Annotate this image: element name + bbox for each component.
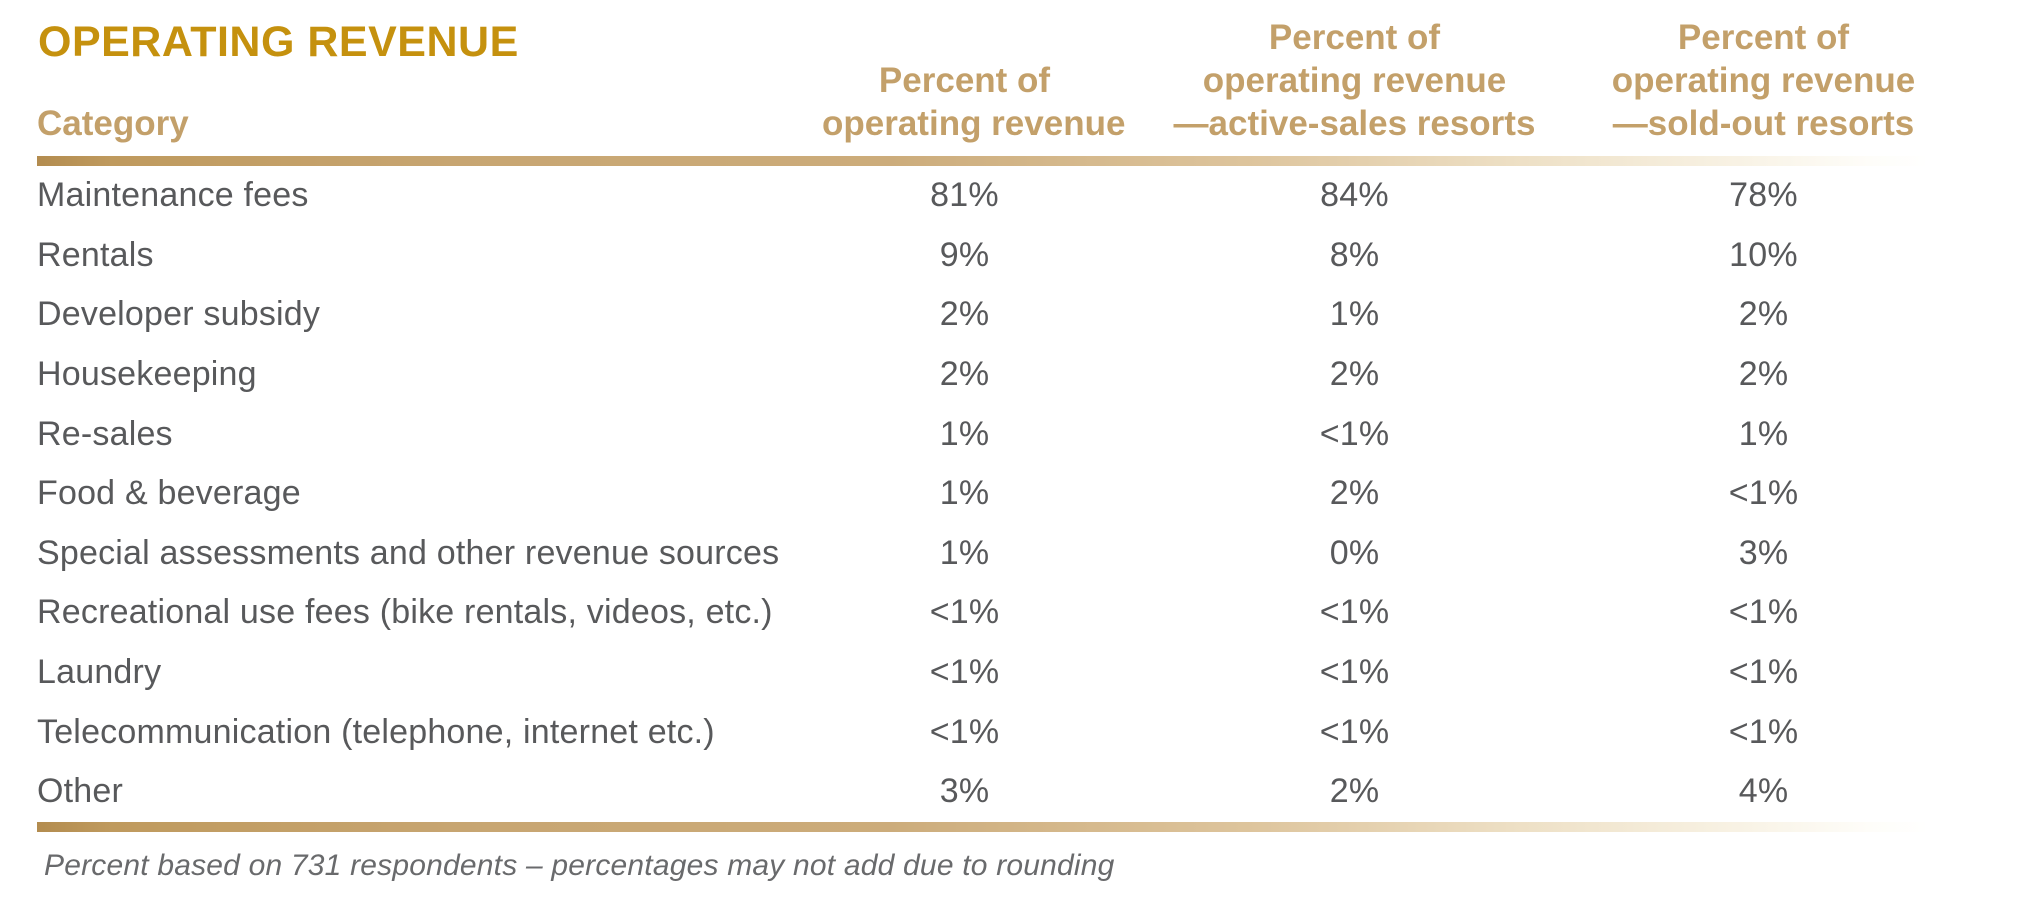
- value-cell: 10%: [1729, 235, 1798, 274]
- value-cell: <1%: [1728, 653, 1799, 692]
- table-row: Telecommunication (telephone, internet e…: [37, 702, 1925, 762]
- value-cell: <1%: [1728, 474, 1799, 513]
- category-header-label: Category: [37, 104, 189, 143]
- page-title: OPERATING REVENUE: [38, 18, 519, 66]
- table-row: Maintenance fees 81% 84% 78%: [37, 166, 1925, 226]
- category-cell: Housekeeping: [37, 355, 257, 394]
- value-cell: 4%: [1738, 772, 1789, 811]
- value-cell: 0%: [1329, 533, 1380, 572]
- value-cell: 1%: [939, 474, 990, 513]
- category-cell: Special assessments and other revenue so…: [37, 533, 780, 572]
- column-header-percent-sold-out-resorts: Percent of operating revenue —sold-out r…: [1602, 0, 1925, 156]
- value-cell: 3%: [1738, 533, 1789, 572]
- value-cell: <1%: [1319, 593, 1390, 632]
- value-cell: 2%: [1329, 772, 1380, 811]
- table-row: Laundry <1% <1% <1%: [37, 643, 1925, 703]
- column-header-percent-active-sales-resorts: Percent of operating revenue —active-sal…: [1107, 0, 1602, 156]
- table-row: Special assessments and other revenue so…: [37, 524, 1925, 584]
- value-cell: 2%: [939, 355, 990, 394]
- table-row: Rentals 9% 8% 10%: [37, 226, 1925, 286]
- category-cell: Developer subsidy: [37, 295, 321, 334]
- value-cell: 1%: [1738, 414, 1789, 453]
- table-body: Maintenance fees 81% 84% 78% Rentals 9% 8% 10% D…: [37, 166, 1925, 822]
- table-row: Housekeeping 2% 2% 2%: [37, 345, 1925, 405]
- table-row: Food & beverage 1% 2% <1%: [37, 464, 1925, 524]
- value-cell: 2%: [939, 295, 990, 334]
- value-cell: <1%: [1319, 712, 1390, 751]
- value-cell: 2%: [1738, 355, 1789, 394]
- category-cell: Recreational use fees (bike rentals, vid…: [37, 593, 773, 632]
- value-cell: 84%: [1320, 176, 1389, 215]
- category-cell: Other: [37, 772, 124, 811]
- header-line: operating revenue: [1202, 61, 1507, 100]
- table-row: Re-sales 1% <1% 1%: [37, 404, 1925, 464]
- header-line: operating revenue: [822, 104, 1126, 143]
- header-line: Percent of: [1268, 18, 1441, 57]
- header-line: —active-sales resorts: [1173, 104, 1536, 143]
- header-line: Percent of: [1677, 18, 1850, 57]
- category-cell: Telecommunication (telephone, internet e…: [37, 712, 715, 751]
- header-divider-rule: [37, 156, 1925, 166]
- value-cell: 2%: [1329, 474, 1380, 513]
- header-line: operating revenue: [1611, 61, 1916, 100]
- value-cell: <1%: [1728, 593, 1799, 632]
- operating-revenue-table: Category Percent of operating revenue Pe…: [37, 0, 1925, 883]
- value-cell: 2%: [1329, 355, 1380, 394]
- header-line: Percent of: [878, 61, 1051, 100]
- column-header-percent-operating-revenue: Percent of operating revenue: [822, 0, 1126, 156]
- value-cell: <1%: [929, 593, 1000, 632]
- value-cell: 8%: [1329, 235, 1380, 274]
- footer-divider-rule: [37, 821, 1925, 832]
- table-header: Category Percent of operating revenue Pe…: [37, 0, 1925, 156]
- value-cell: 3%: [939, 772, 990, 811]
- value-cell: 1%: [939, 414, 990, 453]
- value-cell: <1%: [1319, 414, 1390, 453]
- value-cell: <1%: [1319, 653, 1390, 692]
- header-line: —sold-out resorts: [1612, 104, 1915, 143]
- category-cell: Re-sales: [37, 414, 173, 453]
- value-cell: 9%: [939, 235, 990, 274]
- value-cell: 2%: [1738, 295, 1789, 334]
- value-cell: 1%: [939, 533, 990, 572]
- footnote: Percent based on 731 respondents – perce…: [44, 848, 1115, 882]
- value-cell: <1%: [929, 653, 1000, 692]
- value-cell: 78%: [1729, 176, 1798, 215]
- category-cell: Laundry: [37, 653, 162, 692]
- category-cell: Rentals: [37, 235, 154, 274]
- value-cell: 1%: [1329, 295, 1380, 334]
- column-header-category: Category: [37, 0, 822, 156]
- category-cell: Food & beverage: [37, 474, 301, 513]
- category-cell: Maintenance fees: [37, 176, 309, 215]
- value-cell: <1%: [1728, 712, 1799, 751]
- table-row: Other 3% 2% 4%: [37, 762, 1925, 822]
- value-cell: <1%: [929, 712, 1000, 751]
- value-cell: 81%: [930, 176, 999, 215]
- table-row: Developer subsidy 2% 1% 2%: [37, 285, 1925, 345]
- table-row: Recreational use fees (bike rentals, vid…: [37, 583, 1925, 643]
